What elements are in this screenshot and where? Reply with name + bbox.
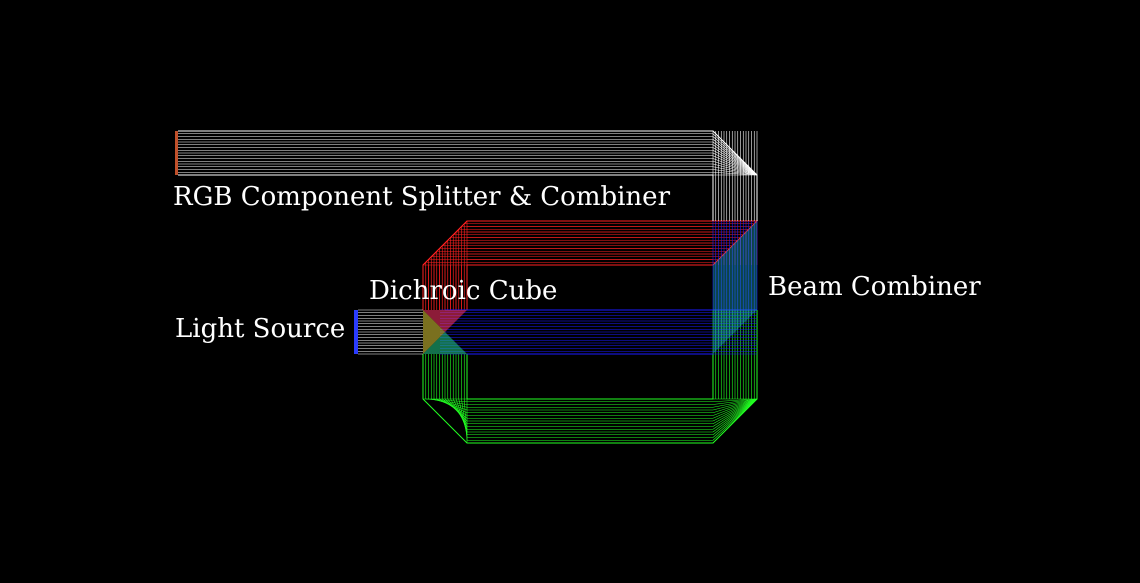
output-marker xyxy=(175,131,178,175)
green-corner-r-ray xyxy=(712,398,758,430)
white-output-beam xyxy=(178,130,758,221)
green-corner-l-ray xyxy=(461,398,468,438)
green-corner-r-ray xyxy=(712,398,758,433)
green-corner-r-ray xyxy=(712,398,758,414)
green-beam xyxy=(422,310,758,444)
green-corner-r-ray xyxy=(712,398,758,419)
green-outline xyxy=(422,310,758,444)
dichroic-cube-lower xyxy=(423,310,445,354)
green-corner-r-ray xyxy=(712,398,758,425)
light-source-label: Light Source xyxy=(175,314,345,344)
diagram-title: RGB Component Splitter & Combiner xyxy=(173,182,671,212)
dichroic-cube xyxy=(423,310,467,332)
beam-combiner-label: Beam Combiner xyxy=(768,272,981,302)
white-input-beam xyxy=(358,309,423,355)
white-outline-bottom xyxy=(178,174,714,221)
light-source-marker xyxy=(354,310,358,354)
green-corner-r-ray xyxy=(712,398,758,416)
green-inner-outline xyxy=(466,354,714,400)
green-corner-r-ray xyxy=(712,398,758,411)
green-corner-r-ray xyxy=(712,398,758,435)
beam-combiner-tint xyxy=(713,221,757,354)
dichroic-cube-green xyxy=(423,332,467,354)
green-corner-r-ray xyxy=(712,398,758,427)
white-outline-top xyxy=(178,130,758,221)
green-corner-r-ray xyxy=(712,398,758,422)
dichroic-cube-label: Dichroic Cube xyxy=(369,276,557,306)
green-corner-r-ray xyxy=(712,398,758,408)
blue-beam xyxy=(440,221,758,355)
green-corner-r-ray xyxy=(712,398,758,403)
green-corner-r-ray xyxy=(712,398,758,438)
green-corner-r-ray xyxy=(712,398,758,405)
green-corner-l-ray xyxy=(463,398,468,441)
